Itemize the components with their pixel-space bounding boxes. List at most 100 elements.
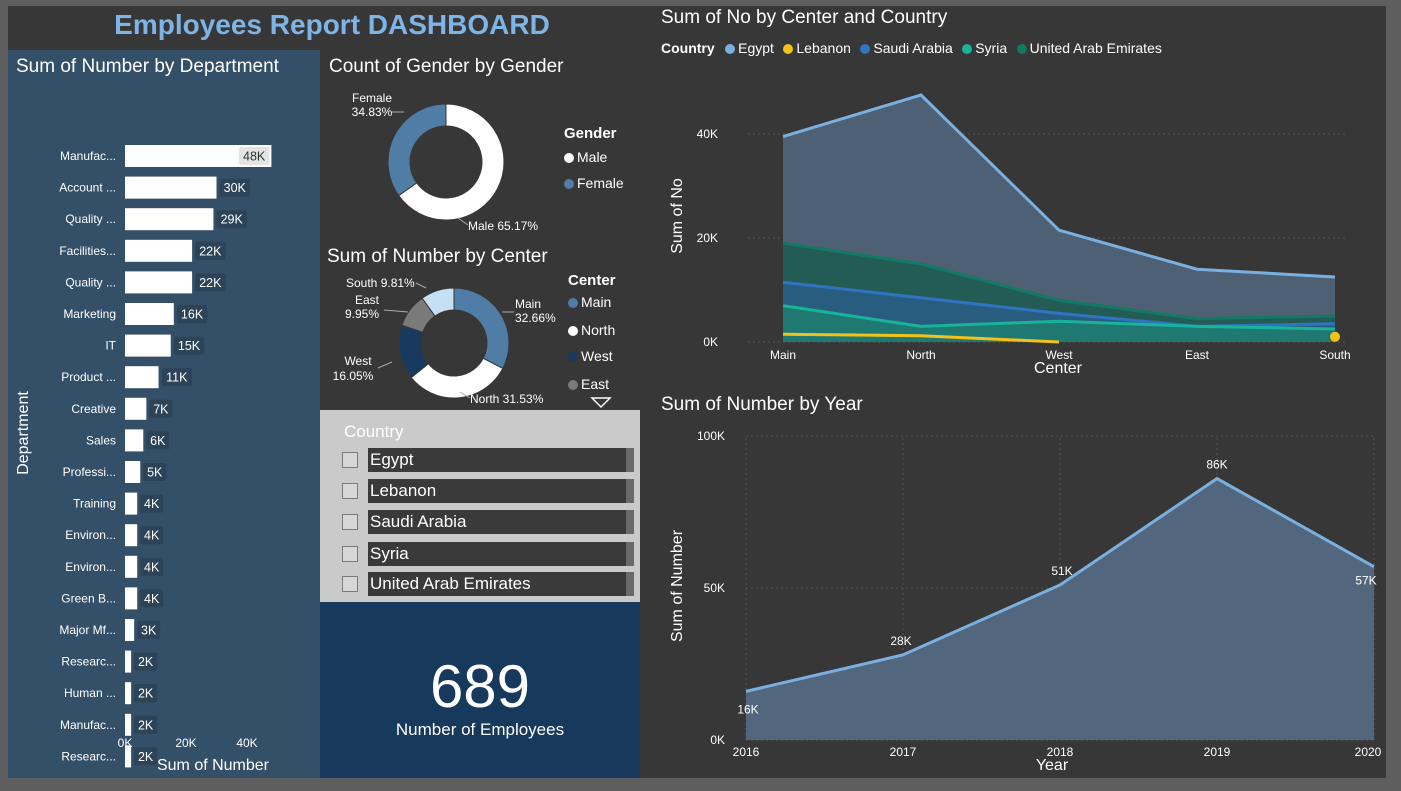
east-label-name: East	[355, 293, 380, 307]
syria-dot-icon	[962, 44, 973, 54]
year-area-chart[interactable]: 16K 28K 51K 86K 57K 0K 50K 100K 2016 2017 2018 201…	[648, 416, 1386, 778]
department-bar[interactable]	[125, 397, 147, 420]
sum-of-no-axis-label: Sum of No	[669, 178, 686, 254]
department-bar[interactable]	[125, 461, 141, 483]
department-tick-label: Human ...	[64, 686, 116, 700]
legend-lebanon[interactable]: Lebanon	[783, 40, 851, 56]
scrollbar[interactable]	[626, 542, 634, 566]
checkbox[interactable]	[342, 546, 358, 562]
female-label-name: Female	[352, 91, 392, 105]
checkbox[interactable]	[342, 483, 358, 499]
year-area[interactable]	[746, 478, 1374, 740]
checkbox[interactable]	[342, 576, 358, 592]
department-bar[interactable]	[125, 271, 193, 294]
department-tick-label: Professi...	[63, 465, 116, 479]
donut-panel: Count of Gender by Gender Female 34.83% …	[320, 50, 640, 410]
scrollbar[interactable]	[626, 572, 634, 596]
department-bar[interactable]	[125, 713, 132, 736]
department-bar[interactable]	[125, 650, 132, 673]
department-tick-label: Creative	[71, 402, 116, 416]
center-axis-label: Center	[1034, 360, 1083, 377]
series-line-united-arab-emirates[interactable]	[782, 241, 1336, 321]
department-bar[interactable]	[125, 524, 138, 547]
legend-main[interactable]: Main	[568, 294, 611, 310]
department-bar[interactable]	[125, 555, 138, 578]
department-data-label: 4K	[144, 497, 160, 511]
department-bar[interactable]	[125, 176, 217, 199]
department-data-label: 29K	[221, 213, 244, 227]
scrollbar[interactable]	[626, 448, 634, 472]
center-donut-chart[interactable]: South 9.81% East 9.95% West 16.05% Main …	[320, 50, 640, 410]
department-bar[interactable]	[125, 303, 174, 325]
data-label-background	[219, 178, 250, 197]
department-tick-label: Researc...	[61, 749, 116, 763]
department-bar[interactable]	[125, 587, 138, 610]
year-data-label: 51K	[1051, 564, 1072, 578]
department-bar[interactable]	[125, 745, 132, 768]
data-label-background	[134, 684, 158, 703]
scrollbar[interactable]	[626, 479, 634, 503]
department-bar[interactable]	[125, 208, 214, 231]
legend-east[interactable]: East	[568, 376, 609, 392]
department-bar[interactable]	[125, 619, 135, 641]
series-line-saudi-arabia[interactable]	[782, 280, 1336, 328]
department-bar[interactable]	[125, 145, 272, 167]
male-label: Male 65.17%	[468, 219, 538, 233]
year-axis-label: Year	[1036, 757, 1069, 774]
egypt-dot-icon	[725, 44, 736, 54]
checkbox[interactable]	[342, 514, 358, 530]
donut-slice-1[interactable]	[387, 103, 447, 197]
more-legend-icon[interactable]	[590, 397, 612, 409]
country-legend: Country Egypt Lebanon Saudi Arabia Syria…	[661, 40, 1162, 58]
legend-egypt[interactable]: Egypt	[725, 40, 774, 56]
series-line-syria[interactable]	[782, 304, 1336, 331]
series-line-lebanon[interactable]	[782, 332, 1060, 344]
lebanon-south-point[interactable]	[1330, 331, 1340, 342]
legend-saudi-arabia[interactable]: Saudi Arabia	[860, 40, 953, 56]
east-label-pct: 9.95%	[345, 307, 379, 321]
department-bar[interactable]	[125, 429, 144, 452]
department-bar[interactable]	[125, 334, 171, 357]
department-chart-panel[interactable]: Sum of Number by Department Department S…	[8, 50, 320, 778]
department-bar[interactable]	[125, 492, 138, 515]
legend-uae[interactable]: United Arab Emirates	[1016, 40, 1162, 56]
department-bar[interactable]	[125, 682, 132, 705]
data-label-background	[195, 241, 226, 260]
legend-male[interactable]: Male	[564, 149, 607, 165]
series-line-egypt[interactable]	[782, 93, 1336, 279]
scrollbar[interactable]	[626, 510, 634, 534]
department-data-label: 2K	[138, 655, 154, 669]
department-tick-label: Account ...	[59, 181, 116, 195]
department-data-label: 5K	[147, 466, 163, 480]
department-bar[interactable]	[125, 366, 159, 389]
legend-syria[interactable]: Syria	[962, 40, 1007, 56]
donut-slice-4[interactable]	[421, 287, 455, 317]
x-tick-label: 40K	[236, 736, 257, 750]
department-tick-label: Quality ...	[65, 275, 116, 289]
department-bar[interactable]	[125, 239, 193, 262]
gender-donut-chart[interactable]: Female 34.83% Male 65.17%	[320, 50, 640, 240]
department-data-label: 4K	[144, 560, 160, 574]
area-syria[interactable]	[783, 305, 1335, 342]
data-label-background	[149, 399, 173, 418]
male-dot-icon	[564, 153, 574, 163]
center-country-area-chart[interactable]: 0K 20K 40K Main North West East South Sum of No…	[648, 66, 1386, 382]
department-data-label: 4K	[144, 592, 160, 606]
legend-north[interactable]: North	[568, 322, 615, 338]
legend-female[interactable]: Female	[564, 175, 624, 191]
department-bar-chart[interactable]: Department Sum of Number Manufac... 48K Ac…	[8, 50, 320, 778]
sum-of-number-axis-label: Sum of Number	[157, 757, 270, 774]
checkbox[interactable]	[342, 452, 358, 468]
department-tick-label: Manufac...	[60, 149, 116, 163]
data-label-background	[173, 336, 205, 355]
department-data-label: 22K	[199, 244, 222, 258]
x-tick-label: 2017	[890, 745, 917, 759]
data-label-background	[238, 147, 270, 165]
x-tick-label: 20K	[175, 736, 196, 750]
department-tick-label: Quality ...	[65, 212, 116, 226]
year-line[interactable]	[745, 476, 1375, 693]
donut-slice-0[interactable]	[453, 287, 510, 370]
legend-west[interactable]: West	[568, 348, 613, 364]
donut-slice-0[interactable]	[398, 103, 505, 221]
department-data-label: 16K	[181, 308, 204, 322]
